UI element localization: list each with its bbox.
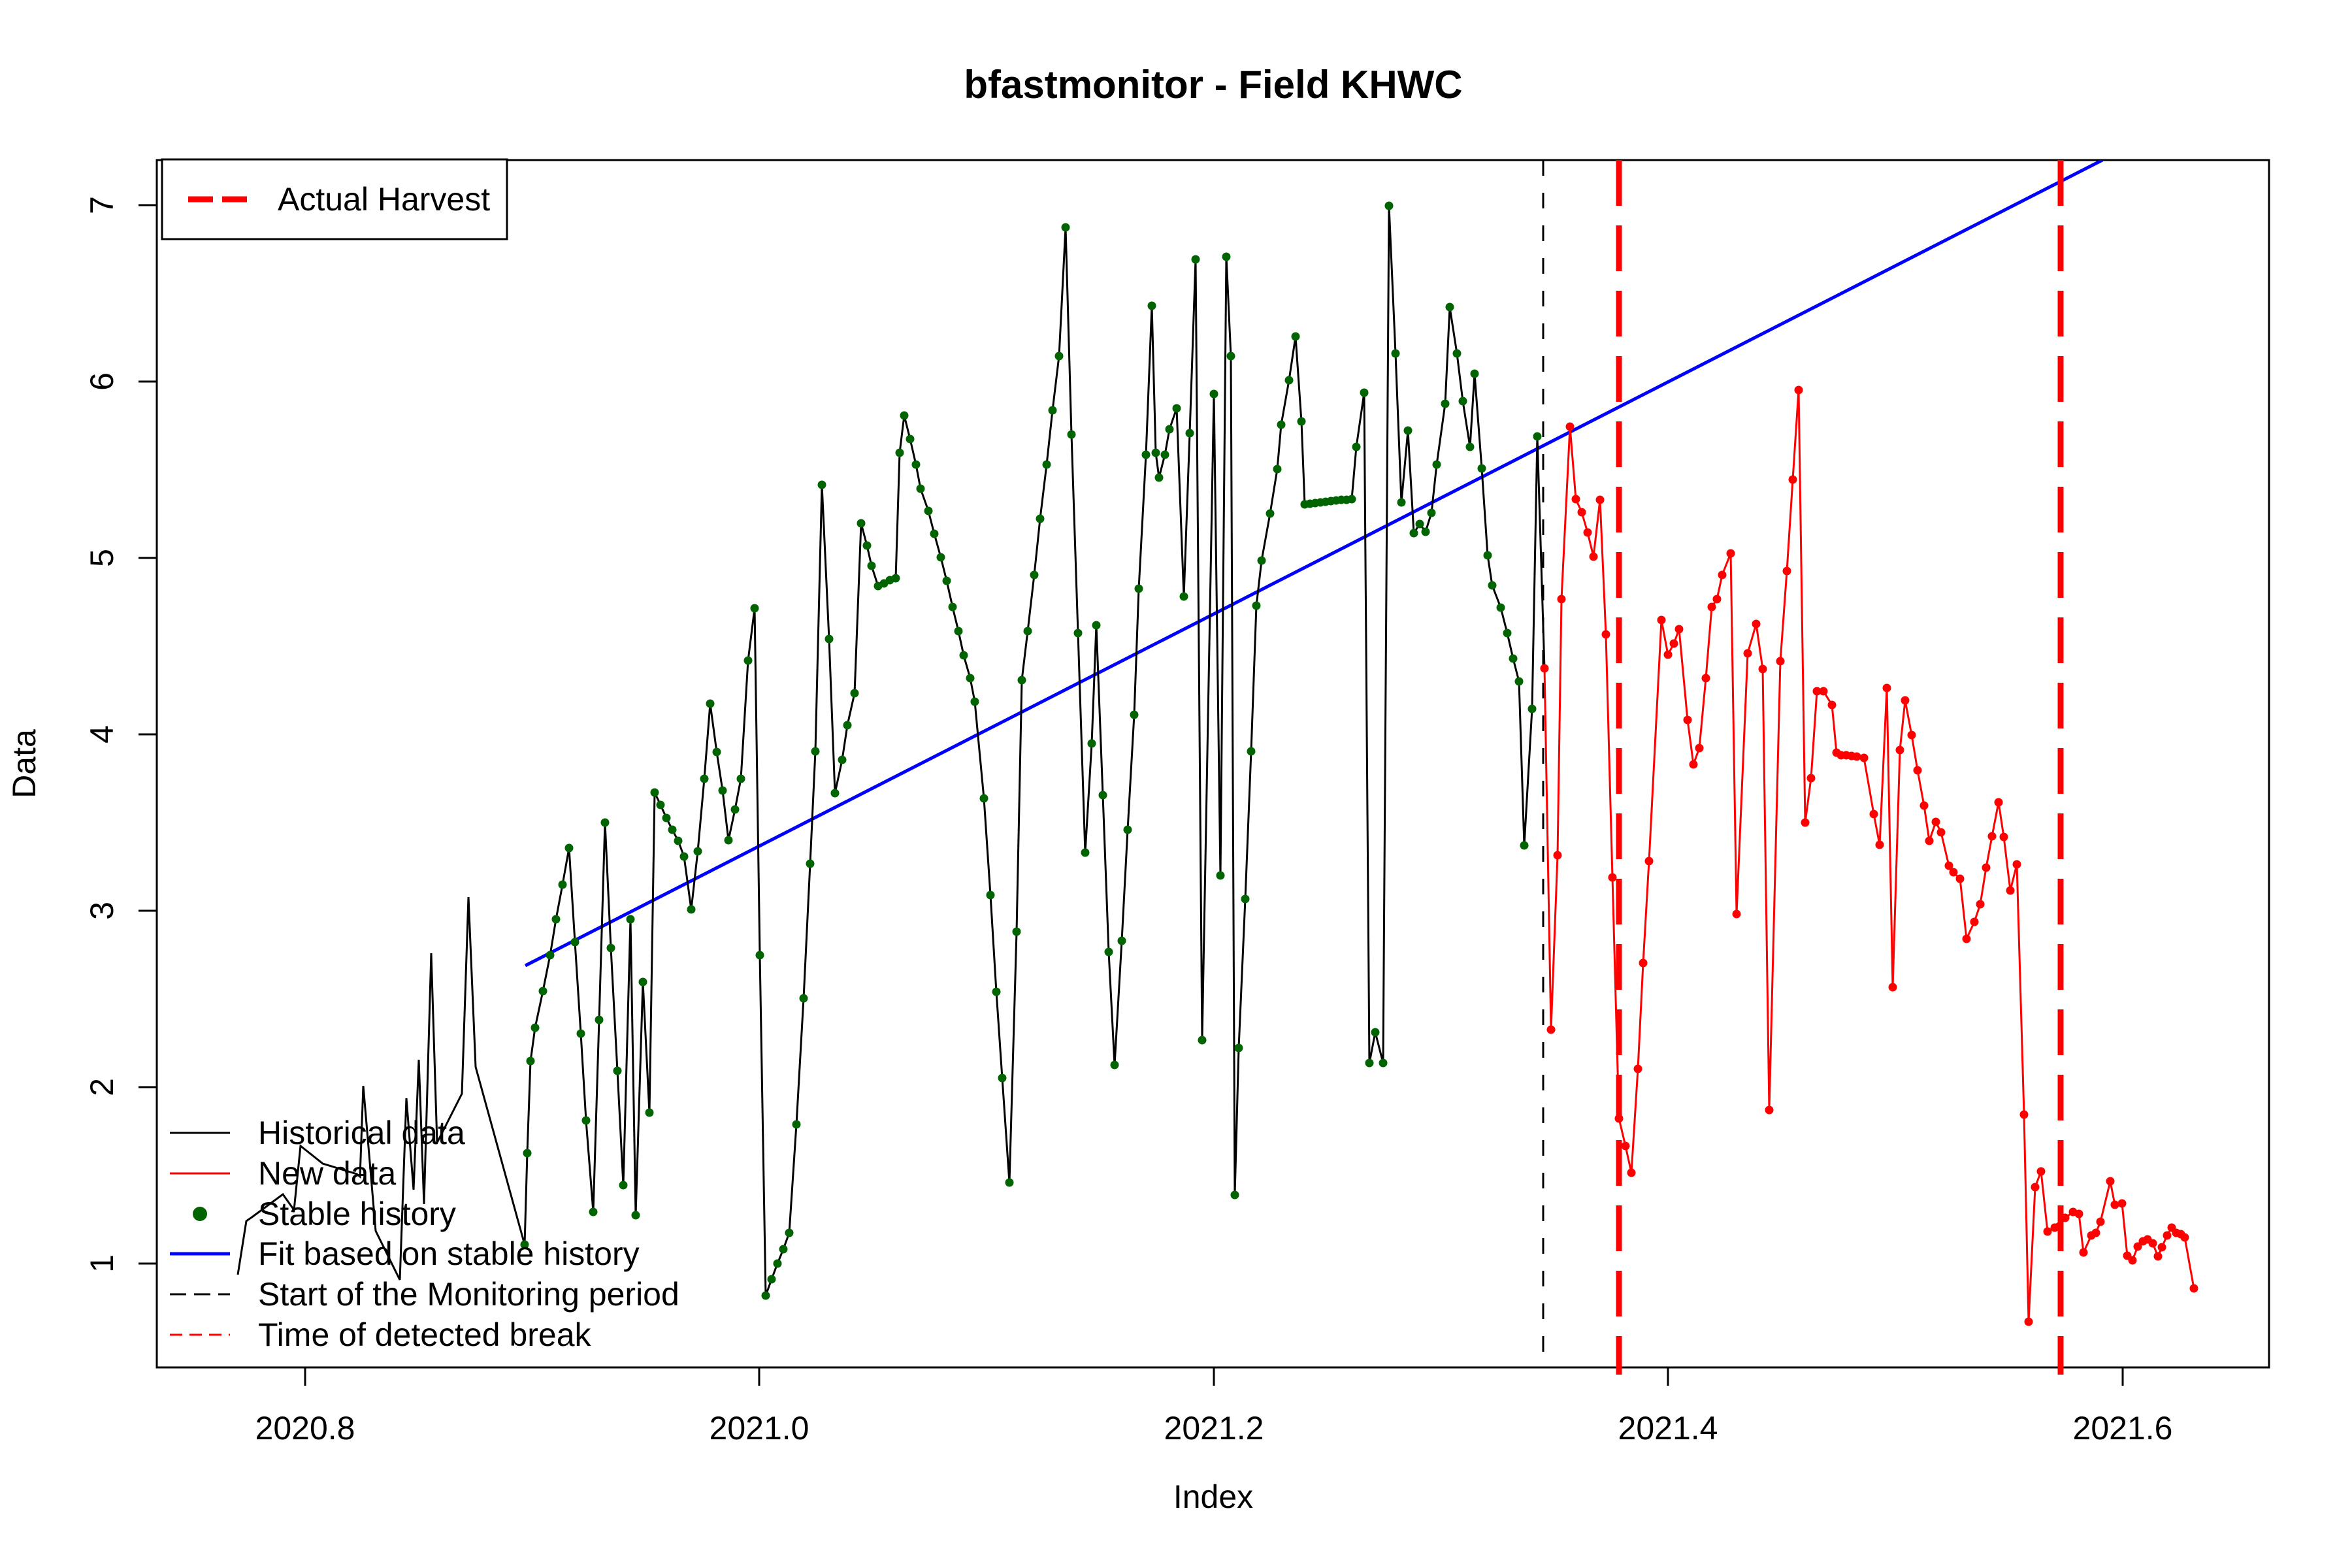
- svg-text:2020.8: 2020.8: [255, 1410, 355, 1446]
- svg-text:Data: Data: [6, 729, 42, 798]
- svg-text:2021.0: 2021.0: [710, 1410, 809, 1446]
- svg-text:5: 5: [84, 549, 120, 567]
- svg-text:New data: New data: [258, 1155, 396, 1192]
- svg-text:Historical data: Historical data: [258, 1115, 465, 1151]
- svg-text:2021.2: 2021.2: [1164, 1410, 1264, 1446]
- svg-text:2021.4: 2021.4: [1618, 1410, 1718, 1446]
- svg-text:2021.6: 2021.6: [2073, 1410, 2173, 1446]
- svg-text:Actual Harvest: Actual Harvest: [278, 181, 490, 218]
- svg-text:Stable history: Stable history: [258, 1196, 456, 1232]
- svg-text:Start of the Monitoring period: Start of the Monitoring period: [258, 1276, 679, 1313]
- svg-text:1: 1: [84, 1254, 120, 1273]
- svg-text:4: 4: [84, 725, 120, 743]
- svg-text:3: 3: [84, 902, 120, 920]
- svg-text:Time of detected break: Time of detected break: [258, 1316, 592, 1353]
- svg-text:bfastmonitor - Field KHWC: bfastmonitor - Field KHWC: [964, 63, 1462, 106]
- svg-text:2: 2: [84, 1078, 120, 1096]
- svg-text:6: 6: [84, 372, 120, 391]
- svg-text:7: 7: [84, 196, 120, 214]
- svg-text:Fit based on stable history: Fit based on stable history: [258, 1235, 640, 1272]
- svg-text:Index: Index: [1173, 1478, 1253, 1515]
